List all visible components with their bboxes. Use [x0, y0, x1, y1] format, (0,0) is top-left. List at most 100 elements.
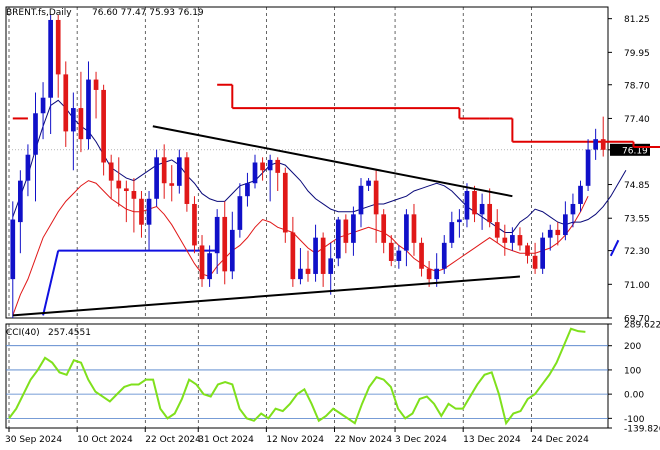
candle-body	[426, 268, 432, 280]
candle-body	[396, 250, 402, 261]
candle-body	[328, 258, 334, 274]
candle-body	[207, 253, 212, 280]
date-tick-label: 12 Nov 2024	[266, 435, 324, 445]
candle-body	[358, 185, 364, 215]
ma-slow-line	[12, 180, 589, 316]
candle-body	[131, 191, 137, 199]
candle-body	[260, 162, 265, 171]
candle-body	[48, 19, 53, 98]
cci-panel[interactable]: 289.6225 200 100 0.00 -100-139.8264	[5, 321, 660, 435]
candle-body	[93, 79, 99, 90]
candle-body	[161, 157, 167, 184]
date-tick-label: 31 Oct 2024	[198, 435, 254, 445]
candle-body	[169, 183, 175, 186]
cci-tick-label: 100	[624, 366, 641, 376]
candle-body	[63, 74, 69, 132]
price-panel[interactable]: 81.25 79.95 78.70 77.40 76.19 74.85 73.55 72.30…	[5, 6, 660, 325]
candle-body	[563, 214, 568, 236]
candle-body	[275, 159, 281, 173]
candle-body	[487, 203, 493, 223]
candle-body	[388, 242, 394, 261]
candle-body	[600, 139, 606, 150]
support-line	[42, 250, 60, 316]
price-tick-label: 74.85	[624, 181, 650, 191]
candle-body	[55, 19, 61, 75]
candle-body	[547, 229, 553, 238]
price-tick-label: 73.55	[624, 215, 650, 225]
symbol-label: BRENT.fs,Daily	[6, 8, 72, 18]
candle-body	[510, 235, 515, 243]
support-line	[609, 239, 620, 257]
candle-body	[578, 185, 583, 204]
price-tick-label: 72.30	[624, 247, 650, 257]
candle-body	[343, 219, 349, 243]
candle-body	[494, 222, 500, 238]
candle-body	[351, 214, 356, 243]
cci-tick-label: -100	[624, 415, 645, 425]
candle-body	[570, 203, 576, 215]
price-tick-label: 78.70	[624, 81, 650, 91]
candle-body	[40, 97, 46, 114]
candle-body	[70, 108, 76, 132]
date-tick-label: 22 Nov 2024	[334, 435, 392, 445]
candle-body	[517, 235, 523, 246]
candle-body	[290, 232, 296, 280]
price-tick-label: 69.70	[624, 315, 650, 325]
price-tick-label: 71.00	[624, 281, 650, 291]
candle-body	[146, 198, 152, 225]
price-tick-label: 81.25	[624, 15, 650, 25]
candle-body	[237, 196, 243, 230]
candle-body	[457, 219, 462, 223]
candle-body	[154, 157, 159, 199]
candle-body	[282, 172, 288, 233]
date-tick-label: 3 Dec 2024	[395, 435, 447, 445]
cci-name-label: CCI(40)	[6, 328, 40, 338]
candle-body	[441, 242, 447, 269]
candle-body	[540, 237, 546, 269]
candle-body	[313, 237, 318, 274]
date-tick-label: 10 Oct 2024	[77, 435, 133, 445]
cci-panel-frame	[5, 323, 609, 429]
cci-tick-label: 200	[624, 342, 641, 352]
candle-body	[305, 268, 311, 274]
candle-body	[411, 214, 417, 243]
candle-body	[192, 203, 197, 246]
price-panel-frame	[5, 6, 609, 319]
current-price-label: 76.19	[622, 146, 648, 156]
date-tick-label: 24 Dec 2024	[531, 435, 589, 445]
candle-body	[298, 268, 303, 280]
candle-body	[229, 229, 235, 272]
cci-tick-label: -139.8264	[624, 425, 660, 435]
candle-body	[176, 157, 182, 186]
candle-body	[525, 245, 530, 256]
candle-body	[464, 191, 470, 220]
price-tick-label: 77.40	[624, 115, 650, 125]
candle-body	[101, 89, 106, 163]
candle-body	[199, 245, 205, 280]
candle-body	[585, 149, 591, 186]
cci-tick-label: 289.6225	[624, 321, 660, 331]
candle-body	[404, 214, 409, 251]
candle-body	[381, 214, 387, 243]
candle-body	[555, 229, 561, 236]
candle-body	[366, 180, 371, 186]
candle-body	[335, 219, 341, 259]
candle-body	[320, 237, 326, 274]
price-tick-label: 79.95	[624, 49, 650, 59]
cci-tick-label: 0.00	[624, 391, 644, 401]
candle-body	[116, 180, 122, 189]
candle-body	[373, 180, 379, 215]
candle-body	[18, 180, 23, 223]
candle-body	[479, 203, 485, 215]
candle-body	[10, 219, 16, 280]
candle-body	[184, 157, 190, 204]
candle-body	[593, 139, 598, 150]
candle-body	[78, 108, 84, 140]
candle-body	[25, 154, 31, 181]
date-tick-label: 30 Sep 2024	[5, 435, 62, 445]
candle-body	[222, 216, 228, 272]
ohlc-label: 76.60 77.47 75.93 76.19	[92, 8, 204, 18]
trendline	[12, 275, 521, 317]
